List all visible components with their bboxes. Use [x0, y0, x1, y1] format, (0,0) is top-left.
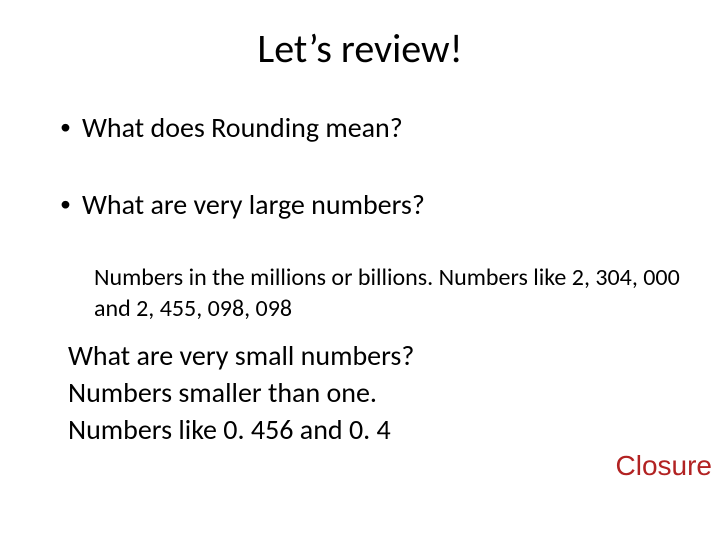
bullet-item: • What are very large numbers?: [60, 187, 690, 222]
sub-answer: Numbers in the millions or billions. Num…: [94, 262, 690, 324]
bullet-text: What are very large numbers?: [82, 187, 690, 222]
slide: Let’s review! • What does Rounding mean?…: [0, 0, 720, 540]
bullet-dot-icon: •: [60, 187, 82, 221]
bullet-list: • What does Rounding mean? • What are ve…: [60, 110, 690, 264]
body-block: What are very small numbers? Numbers sma…: [68, 338, 690, 449]
closure-label: Closure: [616, 450, 712, 482]
slide-title: Let’s review!: [0, 24, 720, 73]
answer-line: Numbers like 0. 456 and 0. 4: [68, 412, 690, 447]
bullet-dot-icon: •: [60, 110, 82, 144]
bullet-text: What does Rounding mean?: [82, 110, 690, 145]
bullet-item: • What does Rounding mean?: [60, 110, 690, 145]
question-line: What are very small numbers?: [68, 338, 690, 373]
answer-line: Numbers smaller than one.: [68, 375, 690, 410]
